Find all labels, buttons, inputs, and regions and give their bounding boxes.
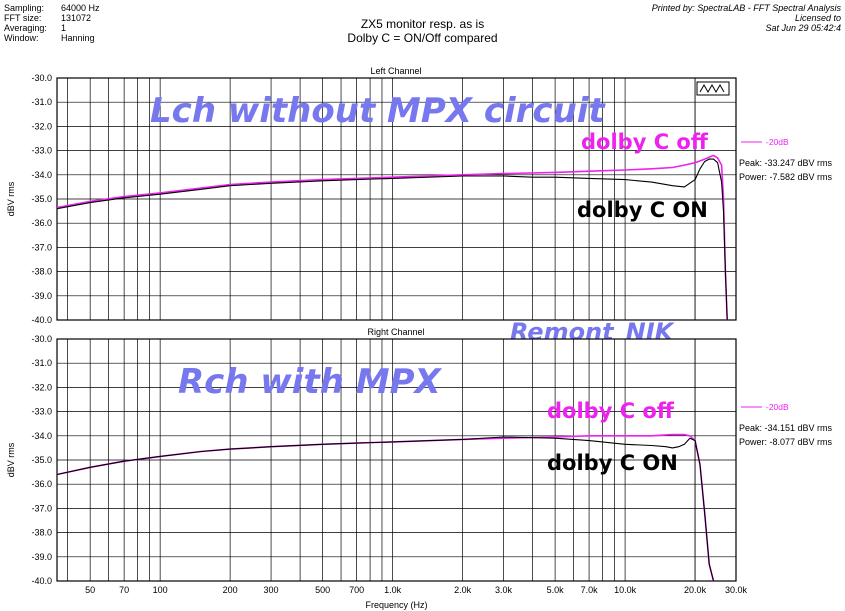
chart-title: ZX5 monitor resp. as is Dolby C = ON/Off… — [0, 17, 845, 45]
x-tick-label: 10.0k — [614, 585, 637, 595]
y-axis-label: dBV rms — [6, 181, 16, 216]
y-tick-label: -40.0 — [31, 576, 52, 586]
legend-label: -20dB — [766, 137, 789, 147]
sampling-label: Sampling: — [4, 3, 45, 13]
window-label: Window: — [4, 33, 39, 43]
annotation-main: Rch with MPX — [178, 362, 442, 402]
x-tick-label: 5.0k — [547, 585, 565, 595]
x-tick-label: 3.0k — [495, 585, 513, 595]
x-tick-label: 100 — [153, 585, 168, 595]
legend-label: -20dB — [766, 402, 789, 412]
waveform-icon — [699, 83, 725, 94]
x-tick-label: 30.0k — [725, 585, 748, 595]
x-axis-label: Frequency (Hz) — [365, 600, 427, 610]
annotation-main: Lch without MPX circuit — [150, 91, 606, 131]
legend-power: Power: -7.582 dBV rms — [739, 172, 833, 182]
x-tick-label: 200 — [223, 585, 238, 595]
panel-title: Right Channel — [367, 327, 424, 337]
y-tick-label: -35.0 — [31, 455, 52, 465]
settings-values: 64000 Hz 131072 1 Hanning — [61, 3, 100, 43]
y-tick-label: -38.0 — [31, 267, 52, 277]
y-tick-label: -30.0 — [31, 334, 52, 344]
y-tick-label: -39.0 — [31, 552, 52, 562]
series-dolby-off — [56, 154, 728, 321]
x-tick-label: 20.0k — [684, 585, 707, 595]
annotation-dolby-off: dolby C off — [547, 399, 675, 423]
x-tick-label: 1.0k — [384, 585, 402, 595]
legend-power: Power: -8.077 dBV rms — [739, 437, 833, 447]
y-tick-label: -36.0 — [31, 479, 52, 489]
plot-frame — [56, 77, 737, 321]
plot-frame — [56, 338, 737, 582]
right-channel-panel: Right Channel -30.0 -31.0 -32.0 -33.0 -34.0 -3… — [6, 327, 833, 610]
sampling-value: 64000 Hz — [61, 3, 100, 13]
title-line-1: ZX5 monitor resp. as is — [360, 17, 485, 31]
print-info: Printed by: SpectraLAB - FFT Spectral An… — [652, 3, 841, 33]
y-tick-label: -38.0 — [31, 528, 52, 538]
legend-peak: Peak: -34.151 dBV rms — [739, 423, 833, 433]
y-tick-label: -30.0 — [31, 73, 52, 83]
x-tick-label: 50 — [85, 585, 95, 595]
x-tick-label: 70 — [119, 585, 129, 595]
x-tick-label: 2.0k — [454, 585, 472, 595]
y-tick-label: -40.0 — [31, 315, 52, 325]
print-date: Sat Jun 29 05:42:4 — [765, 23, 841, 33]
x-tick-label: 500 — [315, 585, 330, 595]
y-tick-label: -32.0 — [31, 382, 52, 392]
settings-labels: Sampling: FFT size: Averaging: Window: — [4, 3, 47, 43]
y-tick-label: -37.0 — [31, 242, 52, 252]
panel-title: Left Channel — [370, 66, 421, 76]
y-axis-label: dBV rms — [6, 442, 16, 477]
window-value: Hanning — [61, 33, 95, 43]
x-tick-label: 700 — [349, 585, 364, 595]
y-tick-label: -36.0 — [31, 218, 52, 228]
y-tick-label: -37.0 — [31, 503, 52, 513]
y-tick-label: -33.0 — [31, 146, 52, 156]
annotation-dolby-on: dolby C ON — [547, 451, 678, 475]
y-tick-label: -34.0 — [31, 431, 52, 441]
y-tick-label: -31.0 — [31, 358, 52, 368]
x-tick-label: 7.0k — [581, 585, 599, 595]
title-line-2: Dolby C = ON/Off compared — [347, 31, 498, 45]
annotation-dolby-off: dolby C off — [581, 130, 709, 154]
averaging-value: 1 — [61, 23, 67, 33]
y-tick-label: -35.0 — [31, 194, 52, 204]
x-tick-label: 300 — [264, 585, 279, 595]
fft-size-value: 131072 — [61, 13, 92, 23]
y-tick-label: -32.0 — [31, 121, 52, 131]
series-dolby-on — [56, 436, 715, 582]
fft-size-label: FFT size: — [4, 13, 42, 23]
annotation-dolby-on: dolby C ON — [577, 198, 708, 222]
y-tick-label: -31.0 — [31, 97, 52, 107]
display-mode-icon — [696, 81, 730, 96]
y-tick-label: -34.0 — [31, 170, 52, 180]
licensed-to: Licensed to — [794, 13, 841, 23]
series-dolby-on — [56, 158, 728, 321]
y-tick-label: -33.0 — [31, 407, 52, 417]
legend-peak: Peak: -33.247 dBV rms — [739, 158, 833, 168]
printed-by: Printed by: SpectraLAB - FFT Spectral An… — [651, 3, 841, 13]
left-channel-panel: Left Channel -30.0 -31.0 -32.0 -33.0 -34.0 -35… — [6, 66, 833, 346]
averaging-label: Averaging: — [4, 23, 47, 33]
y-tick-label: -39.0 — [31, 291, 52, 301]
